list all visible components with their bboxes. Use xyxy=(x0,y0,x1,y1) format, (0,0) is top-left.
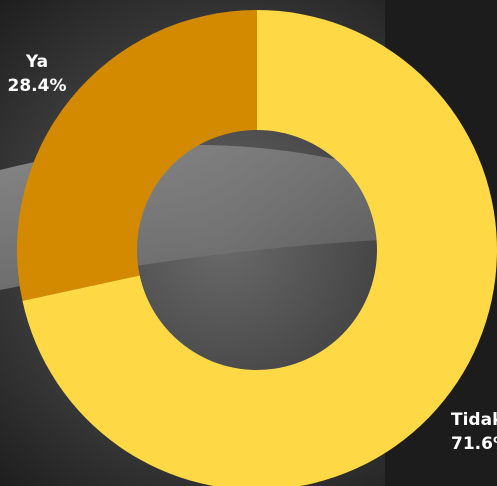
donut-slice xyxy=(22,10,497,486)
donut: Ya 28.4% Tidak 71.6% xyxy=(8,10,497,486)
donut-slice xyxy=(16,10,258,301)
slice-value-label: 71.6% xyxy=(451,434,497,454)
slice-value-label: 28.4% xyxy=(8,76,67,96)
slice-label: Tidak xyxy=(451,410,497,430)
slice-label: Ya xyxy=(25,52,48,72)
